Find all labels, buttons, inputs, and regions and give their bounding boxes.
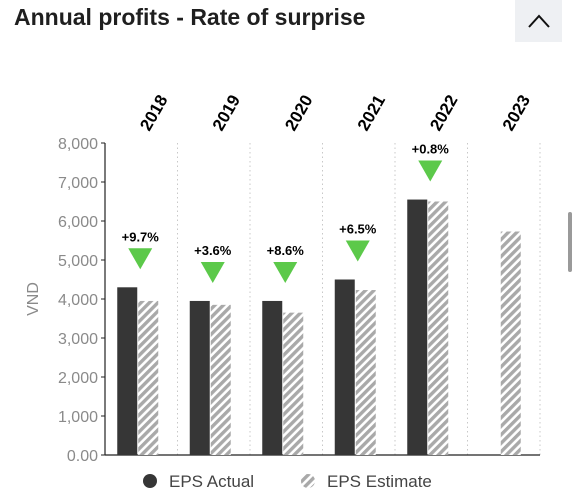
eps-estimate-bar [138,300,159,455]
x-tick-label: 2019 [209,92,244,134]
x-tick-label: 2020 [281,92,316,134]
y-tick-label: 8,000 [58,136,98,153]
eps-estimate-bar [355,290,376,455]
eps-actual-bar [262,300,283,455]
y-tick-label: 5,000 [58,253,98,270]
x-tick-label: 2021 [354,92,389,134]
x-tick-label: 2022 [426,92,461,134]
legend-estimate-marker [301,474,315,488]
scrollbar[interactable] [568,212,572,272]
eps-estimate-bar [210,304,231,455]
y-axis-label: VND [25,282,42,316]
surprise-label: +8.6% [267,243,305,258]
surprise-down-triangle-icon [345,240,370,262]
eps-estimate-bar [500,231,521,455]
legend-actual-label: EPS Actual [169,472,254,491]
eps-estimate-bar [428,201,449,455]
surprise-label: +9.7% [122,229,160,244]
surprise-down-triangle-icon [273,261,298,283]
y-tick-label: 3,000 [58,331,98,348]
y-tick-label: 4,000 [58,292,98,309]
y-tick-label: 1,000 [58,409,98,426]
x-tick-label: 2018 [136,92,171,134]
eps-actual-bar [117,287,138,455]
eps-estimate-bar [283,312,304,455]
collapse-button[interactable] [515,0,562,42]
y-tick-label: 7,000 [58,175,98,192]
surprise-label: +0.8% [412,142,450,157]
legend-actual-marker [143,474,157,488]
surprise-down-triangle-icon [200,261,225,283]
legend-estimate-label: EPS Estimate [327,472,432,491]
eps-actual-bar [189,300,210,455]
y-tick-label: 0.00 [67,448,98,465]
eps-actual-bar [334,279,355,455]
chevron-up-icon [527,14,550,28]
surprise-label: +6.5% [339,222,377,237]
y-tick-label: 6,000 [58,214,98,231]
surprise-label: +3.6% [194,243,232,258]
eps-actual-bar [407,199,428,455]
x-tick-label: 2023 [499,92,534,134]
chart-title: Annual profits - Rate of surprise [14,4,366,30]
surprise-down-triangle-icon [418,160,443,182]
y-tick-label: 2,000 [58,370,98,387]
surprise-down-triangle-icon [128,248,153,270]
